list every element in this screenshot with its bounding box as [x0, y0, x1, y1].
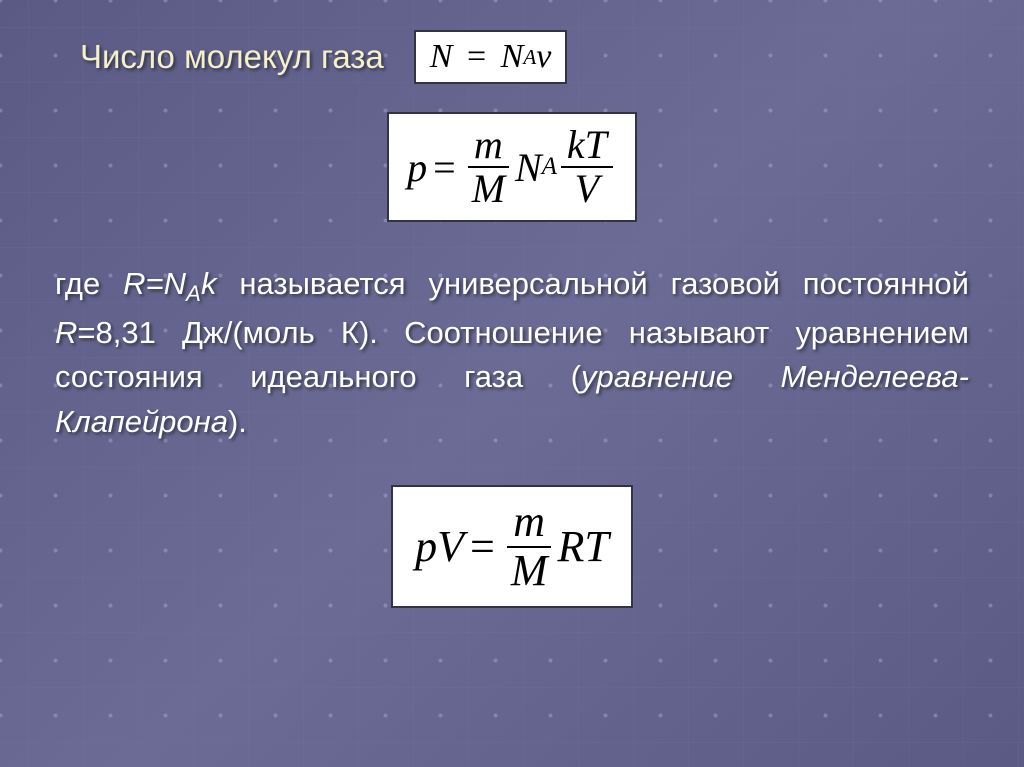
paragraph: где R=NAk называется универсальной газов…	[55, 262, 969, 445]
para-r2: R	[55, 315, 77, 350]
row-formula-pressure: p = m M N A kT V	[55, 112, 969, 222]
f2-frac2-num: kT	[561, 124, 613, 168]
para-p2: называется универсальной газовой постоян…	[216, 266, 969, 301]
equals-sign: =	[458, 38, 494, 76]
para-sub1: A	[186, 281, 201, 306]
f2-lhs: p	[407, 144, 427, 191]
f2-mid-sub: A	[542, 153, 557, 181]
slide-content: Число молекул газа N = N A ν p = m M N A…	[0, 0, 1024, 608]
equals-sign: =	[433, 144, 456, 191]
formula-clapeyron: pV = m M RT	[391, 485, 633, 607]
f2-frac1-den: M	[466, 168, 511, 210]
row-title: Число молекул газа N = N A ν	[55, 30, 969, 84]
f1-rhs-tail: ν	[536, 38, 551, 76]
equals-sign: =	[470, 521, 495, 572]
para-r1b: k	[201, 266, 217, 301]
f3-tail: RT	[558, 521, 609, 572]
f1-rhs-sub: A	[523, 45, 536, 70]
f1-lhs: N	[430, 38, 453, 76]
f2-frac2-den: V	[569, 168, 605, 210]
f2-frac2: kT V	[561, 124, 613, 210]
f3-frac-den: M	[505, 548, 554, 594]
f3-frac-num: m	[507, 499, 551, 547]
para-r1: R=N	[123, 266, 186, 301]
row-formula-clapeyron: pV = m M RT	[55, 485, 969, 607]
f2-frac1-num: m	[468, 124, 509, 168]
f3-lhs: pV	[415, 521, 464, 572]
f1-rhs-var: N	[501, 38, 524, 76]
f2-frac1: m M	[466, 124, 511, 210]
f3-frac: m M	[505, 499, 554, 593]
slide-title: Число молекул газа	[55, 38, 384, 76]
f2-mid-var: N	[515, 144, 542, 191]
formula-pressure: p = m M N A kT V	[387, 112, 637, 222]
para-p4: ).	[228, 404, 247, 439]
formula-molecule-count: N = N A ν	[414, 30, 568, 84]
para-p1: где	[55, 266, 123, 301]
